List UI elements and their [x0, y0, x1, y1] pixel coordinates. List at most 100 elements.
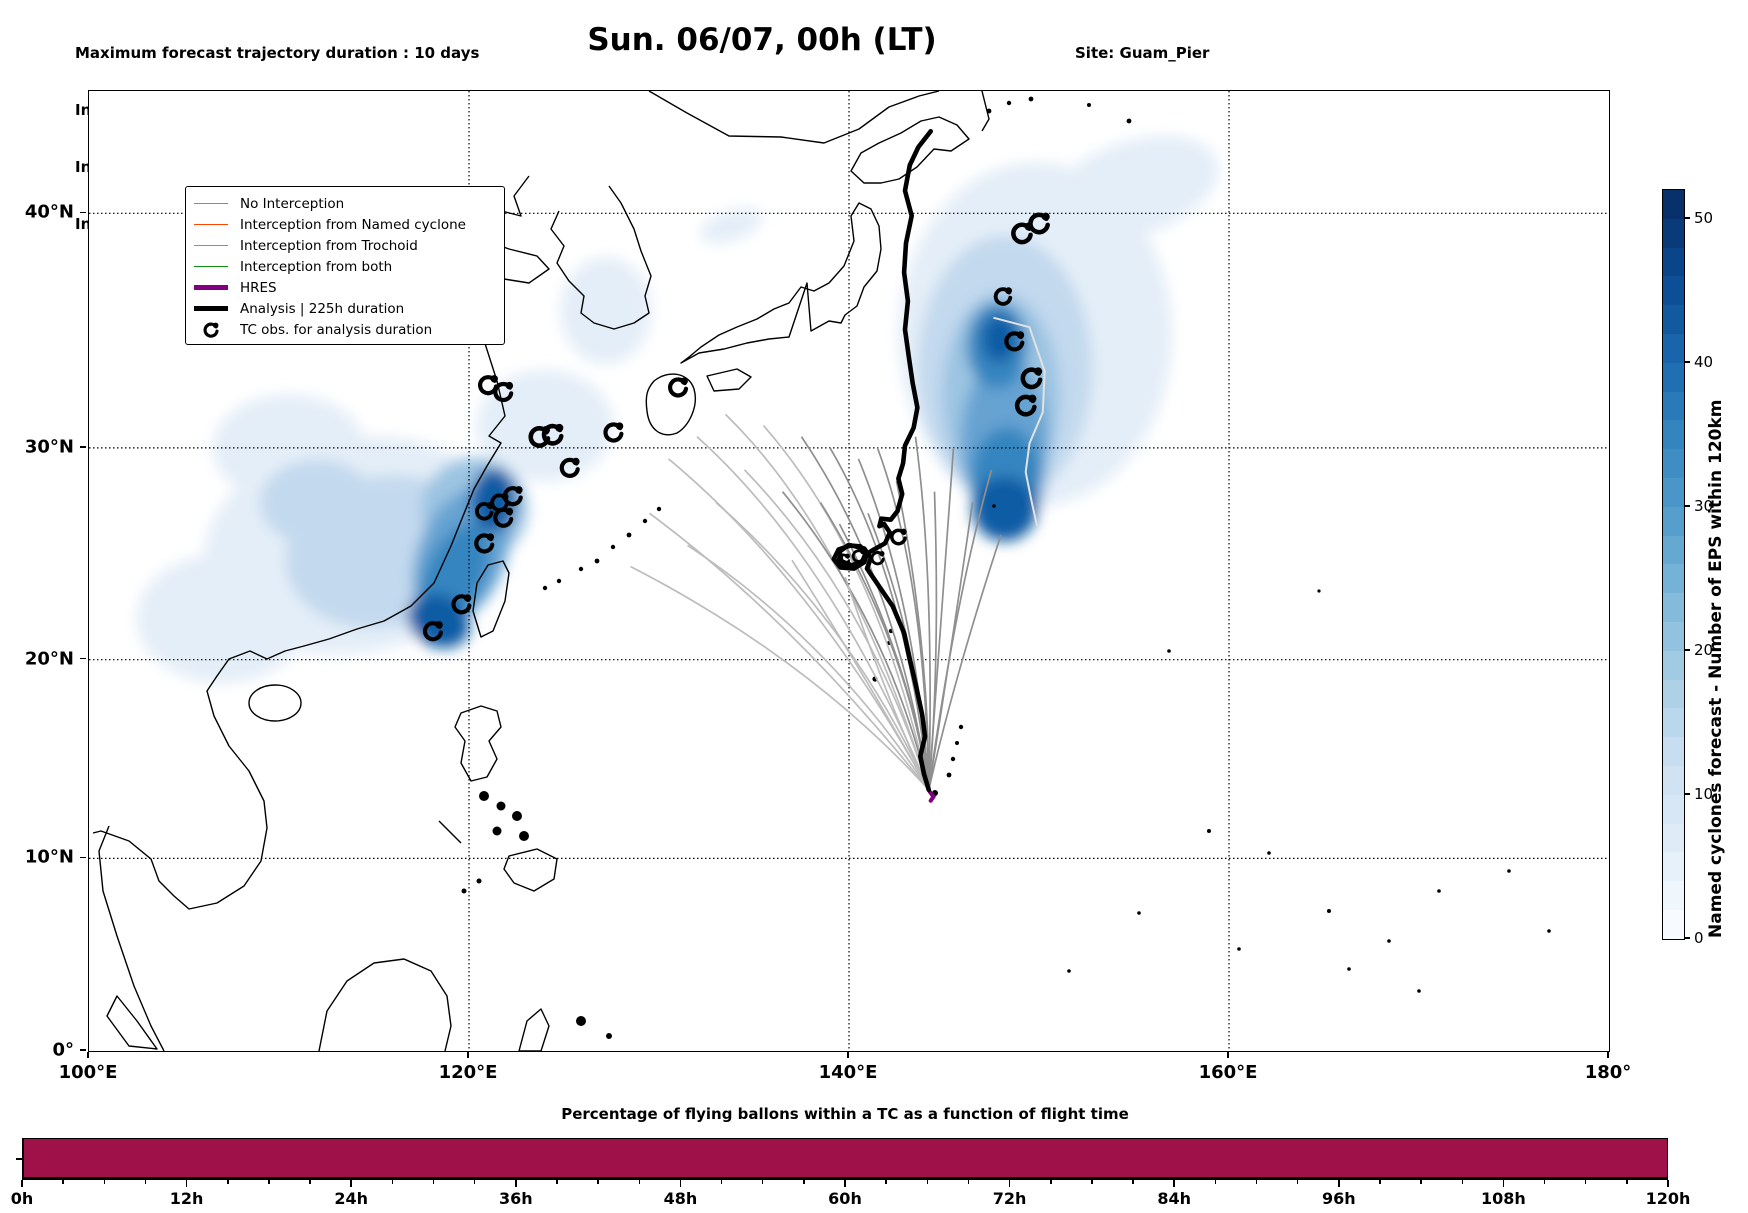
legend-item: Interception from both	[194, 256, 496, 277]
bottom-major-tick	[1338, 1180, 1340, 1187]
legend-line-swatch	[194, 285, 228, 290]
island-dots	[461, 96, 1551, 1039]
eps-member-track	[844, 576, 930, 791]
coastline-russia	[648, 91, 940, 144]
eps-member-track	[927, 469, 993, 790]
coastline-sakhalin	[981, 91, 990, 132]
bottom-minor-tick	[268, 1180, 270, 1184]
density-region	[982, 315, 1017, 363]
coastline-hokkaido	[850, 116, 970, 184]
colorbar-band	[1663, 535, 1684, 565]
coastline-korea	[550, 185, 652, 330]
bottom-minor-tick	[1543, 1180, 1546, 1184]
legend-line	[194, 203, 228, 204]
eps-member-track	[791, 559, 930, 791]
lon-axis-tick	[467, 1052, 469, 1058]
eps-member-track	[743, 469, 930, 791]
bottom-minor-tick	[556, 1180, 558, 1184]
lat-axis-label: 40°N	[24, 201, 74, 223]
bottom-minor-tick	[720, 1180, 723, 1184]
colorbar-band	[1663, 506, 1684, 536]
bottom-minor-tick	[1584, 1180, 1587, 1184]
coastline-borneo	[318, 958, 452, 1051]
coastline-palawan	[438, 820, 462, 844]
bottom-major-tick	[21, 1180, 23, 1187]
bottom-major-tick	[679, 1180, 682, 1187]
colorbar-band	[1663, 650, 1684, 680]
bottom-minor-tick	[62, 1180, 64, 1184]
coastline-malay-peninsula	[98, 825, 165, 1051]
bottom-major-tick	[1502, 1180, 1505, 1187]
colorbar-band	[1663, 449, 1684, 478]
forecast-map	[89, 91, 1609, 1051]
eps-member-track	[927, 447, 955, 790]
legend-item: Analysis | 225h duration	[194, 298, 496, 319]
legend-item-label: No Interception	[240, 195, 345, 212]
colorbar-tick	[1684, 361, 1690, 363]
eps-member-track	[715, 501, 930, 791]
colorbar-band	[1663, 593, 1684, 622]
eps-member-track	[762, 425, 930, 791]
lon-axis-tick	[847, 1052, 849, 1058]
legend-item-label: Interception from Trochoid	[240, 237, 418, 254]
eps-member-track	[687, 544, 930, 791]
bottom-minor-tick	[1626, 1180, 1628, 1184]
coastline-china-vietnam	[92, 175, 550, 910]
bottom-minor-tick	[432, 1180, 435, 1184]
bottom-minor-tick	[227, 1180, 229, 1184]
bottom-y-tick	[16, 1158, 22, 1160]
lon-axis-label: 100°E	[58, 1062, 118, 1083]
bottom-minor-tick	[309, 1180, 311, 1184]
coastline-shikoku	[706, 368, 752, 392]
bottom-major-tick	[844, 1180, 846, 1187]
bottom-minor-tick	[926, 1180, 929, 1184]
colorbar-tick	[1684, 793, 1690, 795]
legend-line	[194, 224, 228, 225]
colorbar-tick-label: 30	[1694, 496, 1714, 515]
lat-axis-tick	[80, 856, 86, 859]
legend-item-label: TC obs. for analysis duration	[240, 321, 433, 338]
percentage-bar	[22, 1138, 1668, 1178]
eps-member-track	[648, 512, 930, 791]
colorbar-band	[1663, 305, 1684, 334]
lat-axis-label: 30°N	[24, 436, 74, 458]
eps-member-track	[819, 502, 930, 790]
legend-line-swatch	[194, 245, 228, 246]
legend-item-label: Interception from Named cyclone	[240, 216, 466, 233]
legend-item: HRES	[194, 277, 496, 298]
param-max-duration: Maximum forecast trajectory duration : 1…	[75, 44, 480, 62]
legend-item: Interception from Named cyclone	[194, 214, 496, 235]
lat-axis-label: 0°	[52, 1039, 74, 1061]
coastline-mindanao	[503, 848, 558, 892]
bottom-minor-tick	[597, 1180, 599, 1184]
bottom-tick-label: 48h	[663, 1189, 698, 1208]
bottom-tick-label: 96h	[1321, 1189, 1356, 1208]
eps-member-track	[838, 523, 930, 790]
tc-obs-marker	[870, 549, 887, 566]
lon-axis-label: 120°E	[438, 1062, 498, 1083]
legend-line	[194, 245, 228, 246]
eps-member-track	[829, 447, 930, 790]
bottom-minor-tick	[1050, 1180, 1052, 1184]
legend-line	[194, 306, 228, 311]
colorbar-band	[1663, 564, 1684, 594]
bottom-minor-tick	[1296, 1180, 1299, 1184]
colorbar-tick-label: 50	[1694, 208, 1714, 227]
density-region	[136, 554, 308, 684]
bottom-major-tick	[1173, 1180, 1175, 1187]
lat-axis-tick	[80, 657, 86, 660]
colorbar-band	[1663, 823, 1684, 853]
tc-obs-icon	[194, 321, 228, 339]
bottom-minor-tick	[638, 1180, 640, 1184]
colorbar-tick-label: 20	[1694, 640, 1714, 659]
eps-member-tracks	[630, 413, 1002, 791]
lat-axis-tick	[80, 446, 86, 448]
bottom-minor-tick	[473, 1180, 476, 1184]
bottom-minor-tick	[1461, 1180, 1463, 1184]
legend-line	[194, 285, 228, 290]
legend-item: TC obs. for analysis duration	[194, 319, 496, 340]
bottom-minor-tick	[1132, 1180, 1134, 1184]
bottom-chart-title: Percentage of flying ballons within a TC…	[561, 1105, 1129, 1123]
map-axes: No Interception Interception from Named c…	[88, 90, 1610, 1052]
bottom-major-tick	[185, 1180, 188, 1187]
